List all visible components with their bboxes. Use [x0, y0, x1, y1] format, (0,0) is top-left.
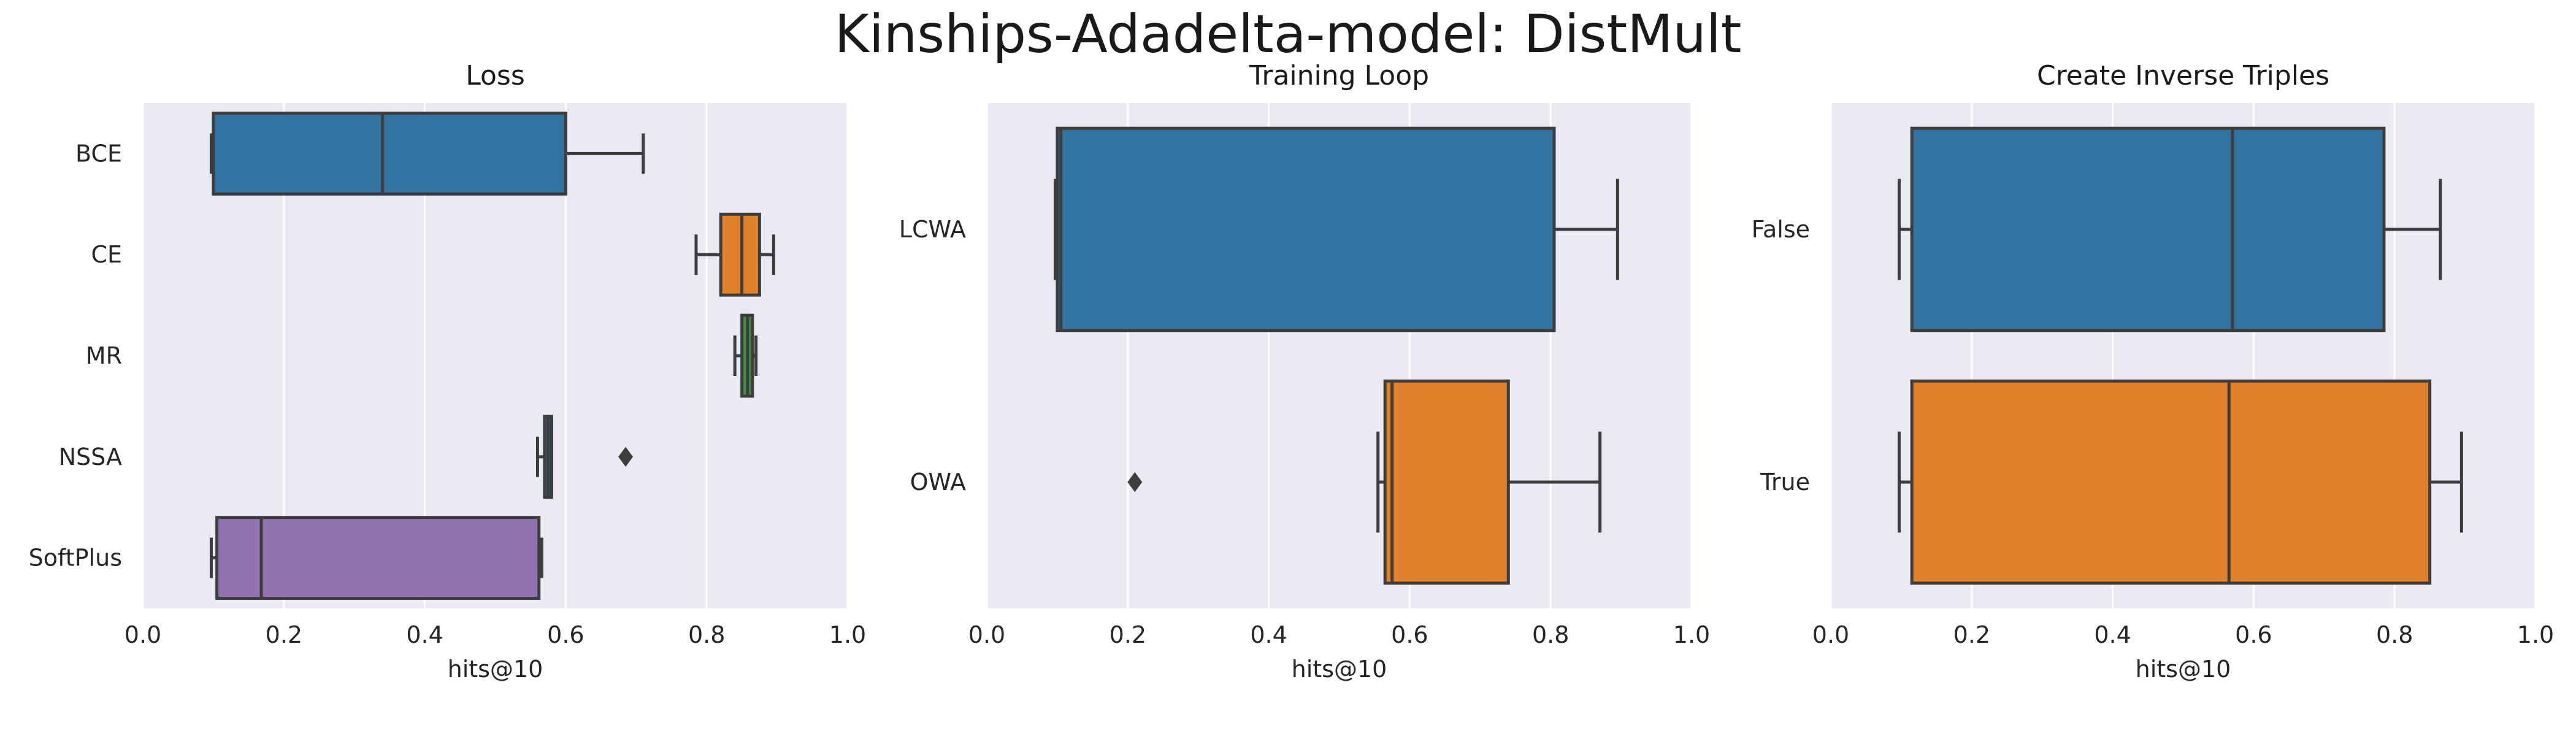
- box-false: [1897, 126, 2442, 332]
- x-tick-label: 0.4: [406, 621, 443, 648]
- x-tick-label: 1.0: [1673, 621, 1710, 648]
- x-tick-label: 0.6: [547, 621, 584, 648]
- x-tick-label: 0.0: [1812, 621, 1849, 648]
- x-tick-label: 1.0: [2517, 621, 2554, 648]
- box-rect: [1056, 126, 1556, 332]
- panel-title: Training Loop: [1249, 60, 1429, 91]
- x-tick-label: 0.4: [1250, 621, 1287, 648]
- x-tick-label: 0.0: [125, 621, 161, 648]
- x-tick-label: 0.2: [1953, 621, 1990, 648]
- panel-title: Loss: [466, 60, 525, 91]
- figure-title: Kinships-Adadelta-model: DistMult: [834, 4, 1742, 65]
- x-tick-label: 0.4: [2094, 621, 2131, 648]
- x-tick-label: 0.6: [1391, 621, 1428, 648]
- box-owa: [1127, 379, 1602, 585]
- box-true: [1897, 379, 2463, 585]
- box-nssa: [535, 415, 634, 499]
- category-label: NSSA: [59, 443, 122, 470]
- category-label: MR: [86, 342, 122, 369]
- box-mr: [733, 313, 758, 398]
- box-lcwa: [1053, 126, 1619, 332]
- category-label: True: [1760, 469, 1810, 496]
- x-tick-label: 0.6: [2235, 621, 2272, 648]
- box-ce: [694, 212, 775, 297]
- x-tick-label: 0.0: [968, 621, 1005, 648]
- panel-2: Training Loop 0.0 0.2 0.4 0.6 0.8 1.0 hits@10 LC…: [899, 60, 1710, 683]
- x-axis-label: hits@10: [448, 656, 543, 683]
- panel-title: Create Inverse Triples: [2037, 60, 2329, 91]
- x-tick-label: 0.2: [266, 621, 302, 648]
- box-rect: [1383, 379, 1510, 585]
- category-label: SoftPlus: [29, 545, 122, 572]
- category-label: BCE: [75, 140, 122, 167]
- panel-1: Loss 0.0 0.2 0.4 0.6 0.8 1.0 hits@10 BCE CE MR NSSA…: [29, 60, 867, 683]
- category-label: False: [1752, 216, 1810, 243]
- box-rect: [1910, 126, 2386, 332]
- x-tick-label: 0.2: [1110, 621, 1146, 648]
- x-tick-label: 1.0: [829, 621, 866, 648]
- x-tick-label: 0.8: [1532, 621, 1569, 648]
- panel-3: Create Inverse Triples 0.0 0.2 0.4 0.6 0.8 1.0…: [1752, 60, 2555, 683]
- outlier-marker: [618, 447, 634, 467]
- x-tick-label: 0.8: [2376, 621, 2413, 648]
- x-tick-label: 0.8: [688, 621, 725, 648]
- box-rect: [215, 516, 541, 600]
- box-bce: [209, 111, 645, 196]
- box-rect: [1910, 379, 2432, 585]
- x-axis-label: hits@10: [2136, 656, 2231, 683]
- category-label: LCWA: [899, 216, 966, 243]
- box-softplus: [209, 516, 543, 600]
- category-label: CE: [91, 241, 122, 268]
- box-rect: [719, 212, 761, 297]
- box-rect: [212, 111, 567, 196]
- outlier-marker: [1127, 472, 1143, 493]
- x-axis-label: hits@10: [1292, 656, 1387, 683]
- category-label: OWA: [910, 469, 966, 496]
